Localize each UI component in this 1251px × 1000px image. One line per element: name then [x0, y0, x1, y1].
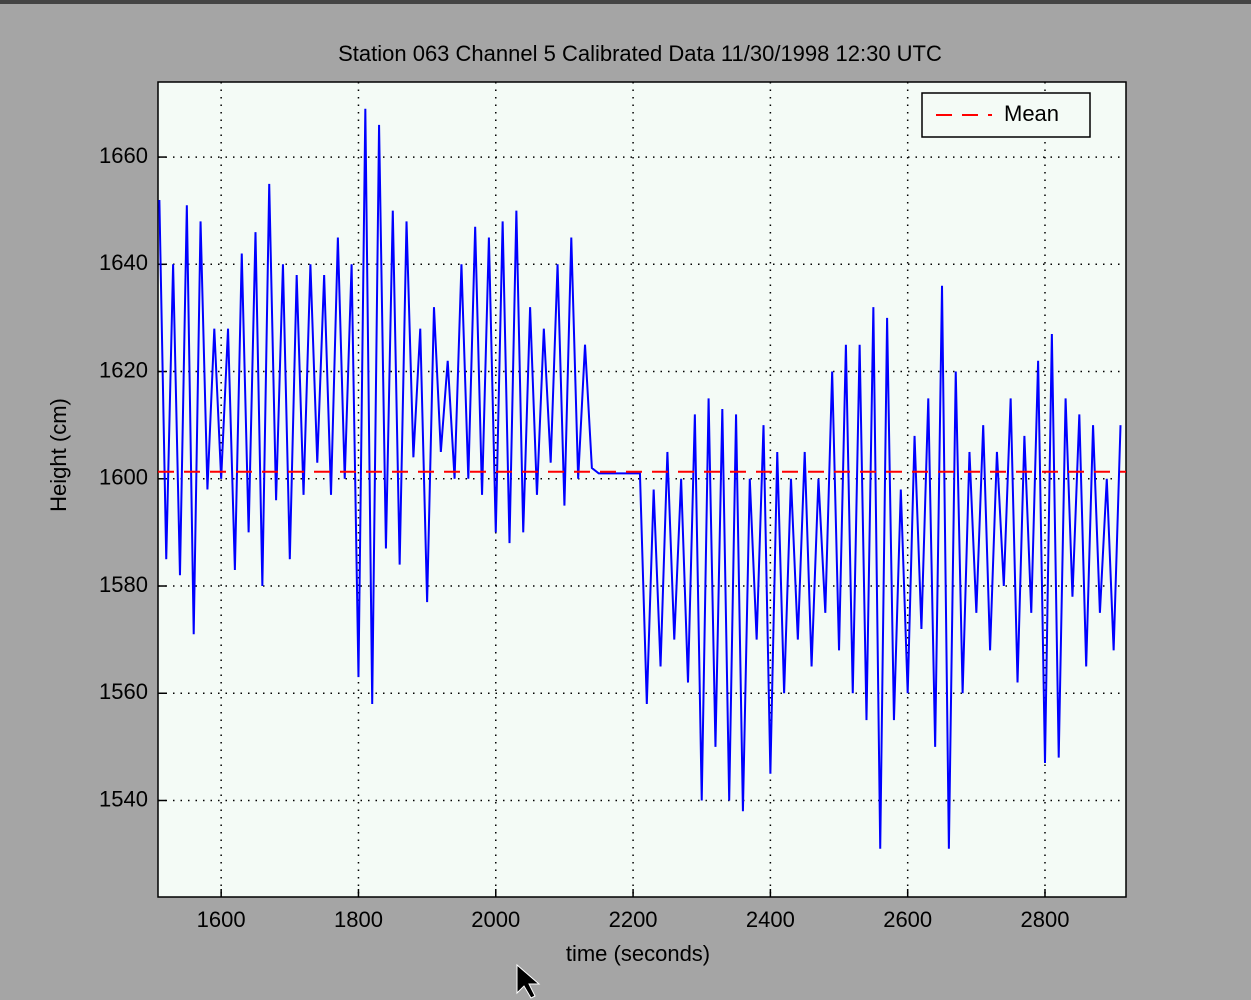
y-tick-label: 1620: [99, 357, 148, 382]
window-border: [0, 0, 1251, 4]
x-tick-label: 2200: [609, 907, 658, 932]
legend-label: Mean: [1004, 101, 1059, 126]
chart-title: Station 063 Channel 5 Calibrated Data 11…: [338, 41, 942, 66]
plot-area: [157, 81, 1127, 898]
plot-content: 1600 1800 2000 2200 2400 2600 2800 1540 1560 1580…: [99, 82, 1126, 932]
x-tick-label: 2800: [1021, 907, 1070, 932]
x-tick-label: 2000: [471, 907, 520, 932]
x-tick-label: 1800: [334, 907, 383, 932]
x-tick-label: 2600: [883, 907, 932, 932]
x-tick-label: 2400: [746, 907, 795, 932]
y-axis-label: Height (cm): [46, 398, 71, 512]
mouse-cursor: [516, 963, 541, 999]
x-tick-label: 1600: [197, 907, 246, 932]
y-tick-label: 1560: [99, 679, 148, 704]
y-tick-label: 1660: [99, 143, 148, 168]
y-tick-label: 1580: [99, 572, 148, 597]
x-axis-label: time (seconds): [566, 941, 710, 966]
y-tick-label: 1540: [99, 786, 148, 811]
data-line: [158, 108, 1122, 849]
y-tick-label: 1640: [99, 250, 148, 275]
y-tick-label: 1600: [99, 465, 148, 490]
